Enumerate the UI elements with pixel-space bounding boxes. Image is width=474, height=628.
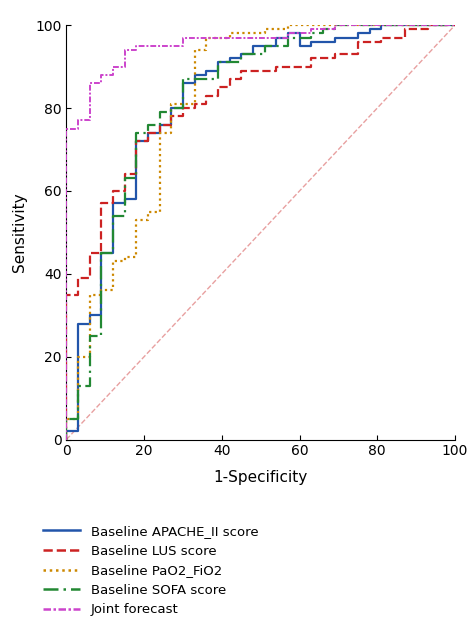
X-axis label: 1-Specificity: 1-Specificity [214, 470, 308, 485]
Y-axis label: Sensitivity: Sensitivity [12, 193, 27, 272]
Legend: Baseline APACHE_II score, Baseline LUS score, Baseline PaO2_FiO2, Baseline SOFA : Baseline APACHE_II score, Baseline LUS s… [38, 520, 264, 622]
